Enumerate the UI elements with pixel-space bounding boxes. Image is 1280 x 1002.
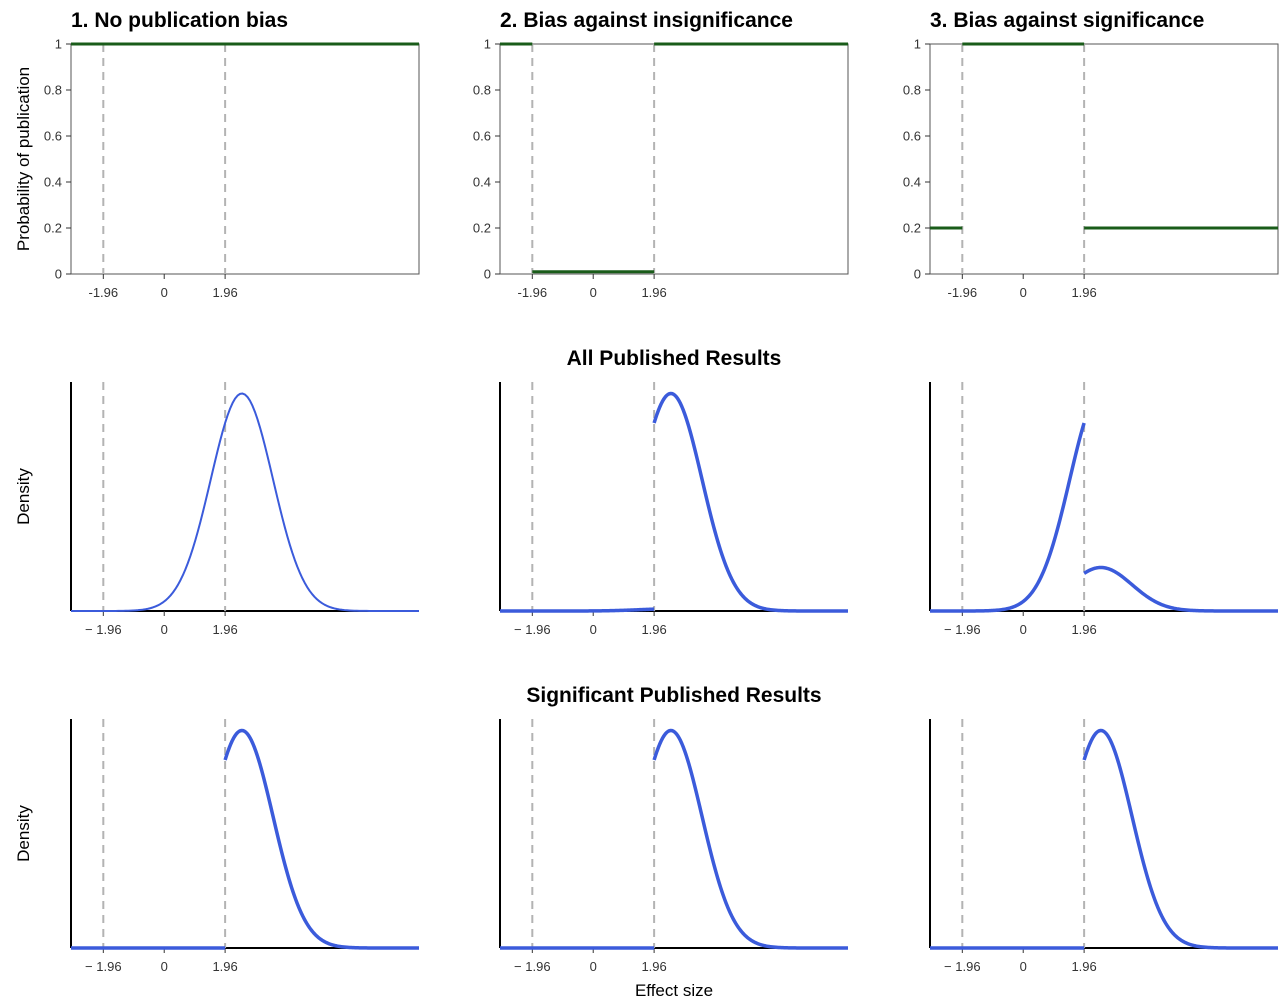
panel-all-2: − 1.96 0 1.96	[499, 382, 849, 637]
y-tick-label: 0.2	[473, 221, 491, 236]
density-curve	[1082, 728, 1279, 950]
x-tick-label: 0	[590, 959, 597, 974]
panel-sig-2: − 1.96 0 1.96	[499, 719, 849, 974]
y-axis-label: Probability of publication	[14, 67, 33, 251]
density-curve	[71, 392, 419, 612]
y-tick-label: 0.8	[44, 83, 62, 98]
panel-prob-2: -1.96 0 1.96 0 0.2 0.4 0.6 0.8 1 2. Bias against …	[473, 9, 849, 300]
density-curve	[652, 391, 849, 613]
row-title-all-published: All Published Results	[567, 347, 782, 370]
y-axis-label: Density	[14, 805, 33, 862]
y-tick-label: 0.6	[473, 129, 491, 144]
x-tick-label: − 1.96	[85, 959, 122, 974]
x-tick-label: − 1.96	[944, 959, 981, 974]
panel-prob-3: -1.96 0 1.96 0 0.2 0.4 0.6 0.8 1 3. Bias against …	[903, 9, 1279, 300]
x-tick-label: 0	[590, 622, 597, 637]
y-tick-label: 0.2	[903, 221, 921, 236]
panel-title: 3. Bias against significance	[930, 9, 1204, 32]
density-curve	[1083, 565, 1279, 613]
panel-all-1: − 1.96 0 1.96 Density	[14, 382, 419, 637]
x-tick-label: 1.96	[212, 622, 237, 637]
y-tick-label: 0.6	[44, 129, 62, 144]
y-tick-label: 1	[484, 37, 491, 52]
y-tick-label: 0	[484, 267, 491, 282]
panel-sig-3: − 1.96 0 1.96	[929, 719, 1279, 974]
x-tick-label: 0	[161, 285, 168, 300]
x-tick-label: 0	[590, 285, 597, 300]
y-tick-label: 1	[914, 37, 921, 52]
x-axis-label: Effect size	[635, 981, 713, 1000]
density-curve	[223, 728, 420, 950]
density-curve	[652, 728, 849, 950]
density-curve	[929, 422, 1086, 613]
x-tick-label: -1.96	[947, 285, 977, 300]
y-tick-label: 0.2	[44, 221, 62, 236]
x-tick-label: 1.96	[1071, 959, 1096, 974]
y-tick-label: 0.8	[473, 83, 491, 98]
x-tick-label: 1.96	[641, 285, 666, 300]
x-tick-label: 1.96	[212, 285, 237, 300]
x-tick-label: − 1.96	[944, 622, 981, 637]
x-tick-label: − 1.96	[85, 622, 122, 637]
y-axis-label: Density	[14, 468, 33, 525]
panel-border	[70, 43, 420, 275]
x-tick-label: 1.96	[641, 959, 666, 974]
panel-prob-1: -1.96 0 1.96 0 0.2 0.4 0.6 0.8 1 1. No publicatio…	[14, 9, 420, 300]
x-tick-label: 0	[161, 622, 168, 637]
x-tick-label: 1.96	[1071, 622, 1096, 637]
x-tick-label: 0	[1020, 285, 1027, 300]
x-tick-label: 1.96	[641, 622, 666, 637]
y-tick-label: 0.4	[44, 175, 62, 190]
panel-border	[929, 43, 1279, 275]
y-tick-label: 1	[55, 37, 62, 52]
x-tick-label: − 1.96	[514, 622, 551, 637]
panels: -1.96 0 1.96 0 0.2 0.4 0.6 0.8 1 1. No publicatio…	[14, 9, 1279, 974]
x-tick-label: 1.96	[212, 959, 237, 974]
panel-border	[499, 43, 849, 275]
y-tick-label: 0.4	[473, 175, 491, 190]
x-tick-label: 1.96	[1071, 285, 1096, 300]
x-tick-label: 0	[1020, 959, 1027, 974]
panel-title: 2. Bias against insignificance	[500, 9, 793, 32]
x-tick-label: 0	[1020, 622, 1027, 637]
y-tick-label: 0	[914, 267, 921, 282]
y-tick-label: 0.6	[903, 129, 921, 144]
y-tick-label: 0	[55, 267, 62, 282]
x-tick-label: 0	[161, 959, 168, 974]
x-tick-label: − 1.96	[514, 959, 551, 974]
density-curve	[499, 607, 655, 613]
x-tick-label: -1.96	[517, 285, 547, 300]
y-tick-label: 0.4	[903, 175, 921, 190]
panel-all-3: − 1.96 0 1.96	[929, 382, 1279, 637]
panel-title: 1. No publication bias	[71, 9, 288, 32]
x-tick-label: -1.96	[88, 285, 118, 300]
y-tick-label: 0.8	[903, 83, 921, 98]
row-title-significant-published: Significant Published Results	[526, 684, 821, 707]
panel-sig-1: − 1.96 0 1.96 Density	[14, 719, 420, 974]
